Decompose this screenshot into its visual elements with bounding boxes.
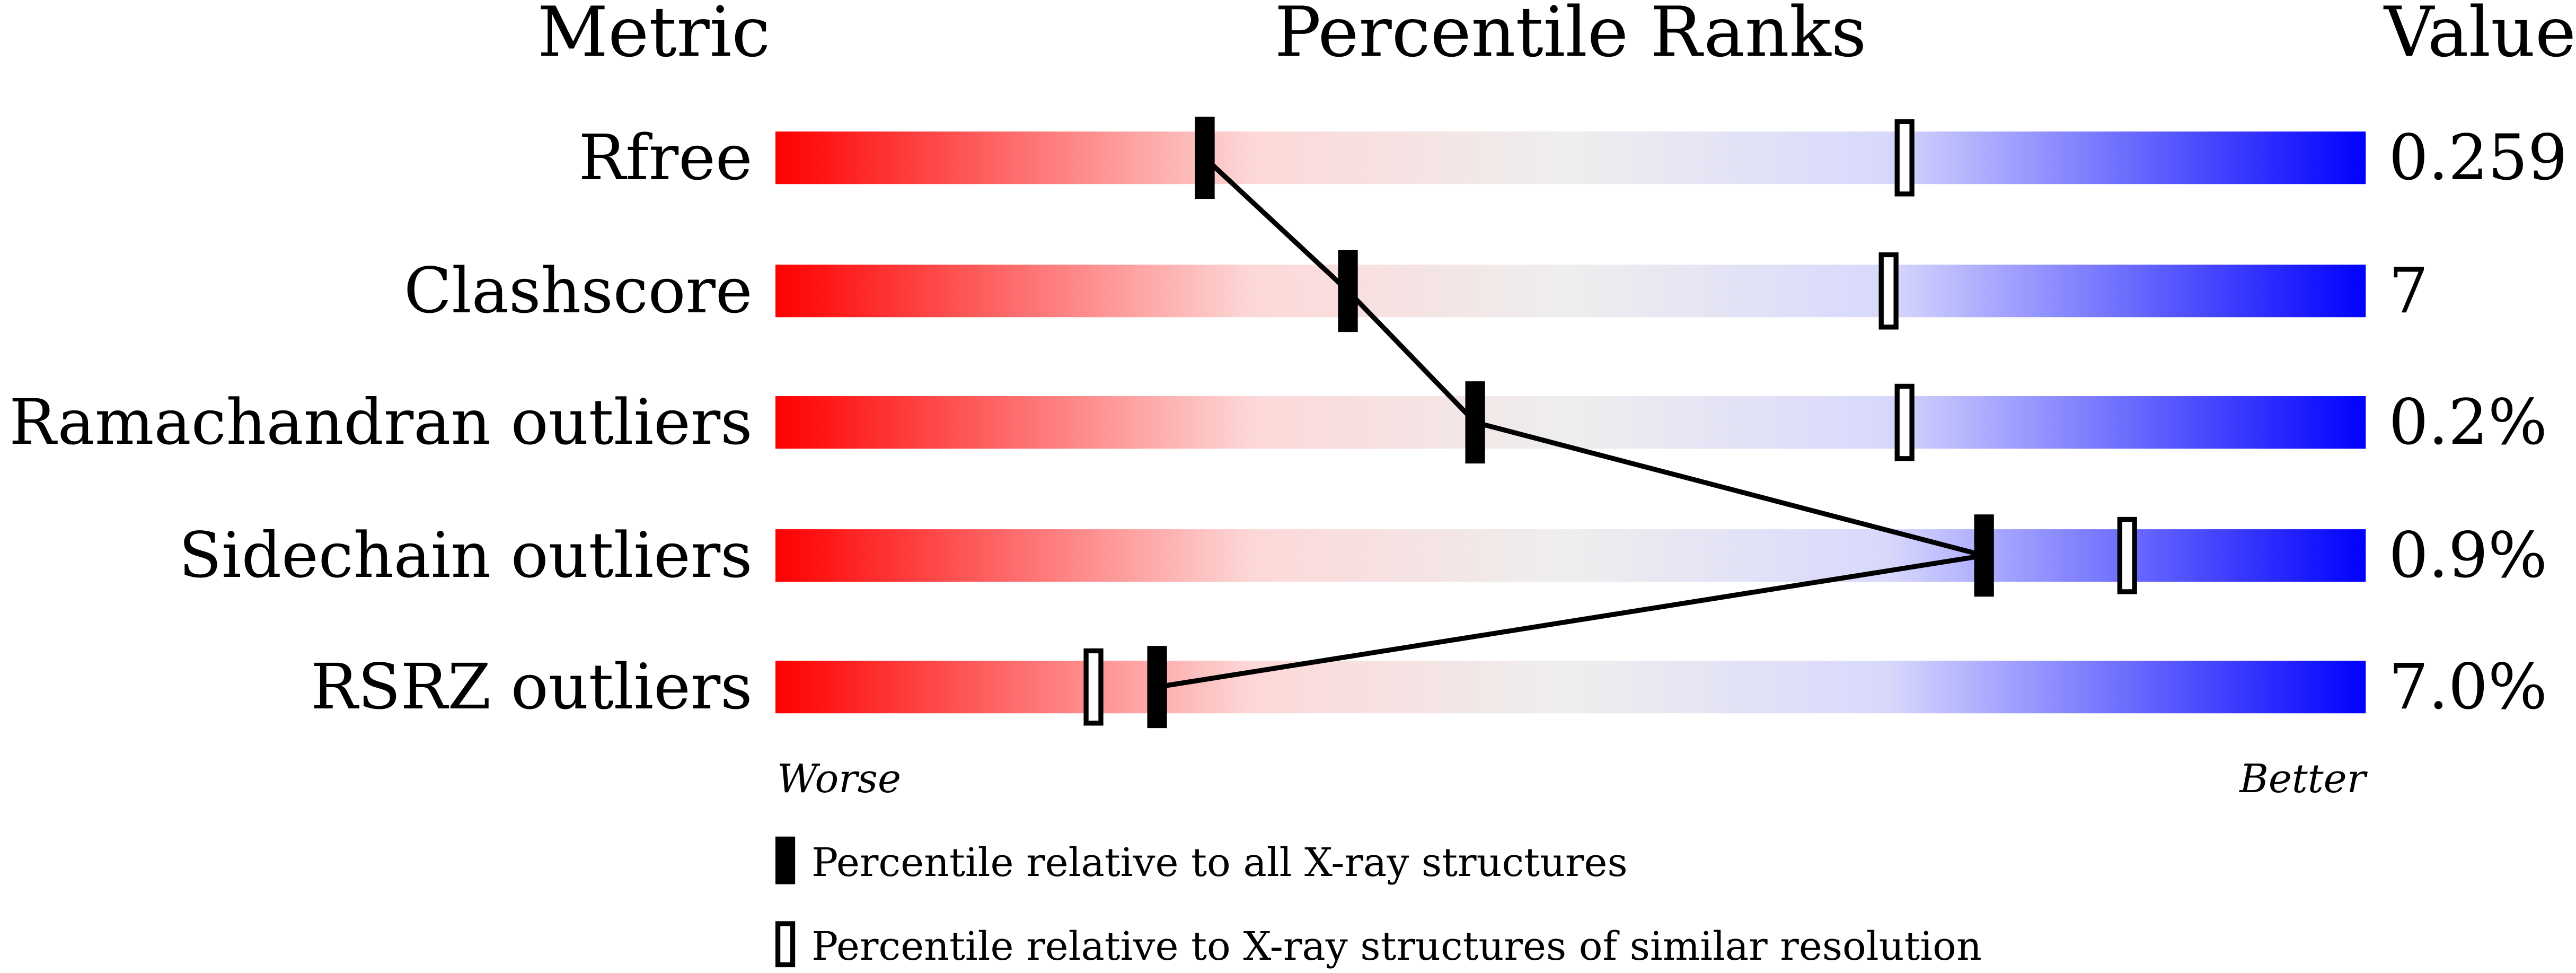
metric-row: Clashscore 7 [404,255,2429,327]
percentile-bar [775,661,2366,714]
percentile-bar [775,529,2366,582]
metric-label: Sidechain outliers [179,519,752,592]
similar-resolution-marker [1083,648,1104,726]
similar-resolution-marker [1894,383,1915,461]
header-percentile-ranks: Percentile Ranks [1275,0,1867,72]
header-metric: Metric [537,0,770,72]
metric-row: Rfree 0.259 [579,121,2568,194]
metric-value: 7 [2389,255,2429,327]
metric-label: Rfree [579,121,753,194]
header-value: Value [2383,0,2576,72]
metric-value: 0.2% [2389,386,2547,459]
metric-value: 0.259 [2389,121,2568,194]
axis-worse-label: Worse [777,756,901,802]
all-structures-marker [1147,646,1167,729]
legend-filled-marker-icon [775,836,796,884]
similar-resolution-marker [1894,119,1915,197]
similar-resolution-marker [2117,516,2137,594]
metric-row: Sidechain outliers 0.9% [179,519,2547,592]
percentile-bar [775,132,2366,185]
percentile-bar [775,396,2366,449]
all-structures-marker [1974,514,1994,597]
axis-better-label: Better [2238,756,2368,802]
all-structures-marker [1195,117,1215,199]
legend-similar-label: Percentile relative to X-ray structures … [811,923,1982,969]
metric-label: Clashscore [404,255,753,327]
metric-value: 0.9% [2389,519,2547,592]
percentile-bar [775,265,2366,318]
legend-hollow-marker-icon [775,921,796,968]
metric-row: RSRZ outliers 7.0% [311,651,2547,723]
metric-label: Ramachandran outliers [9,386,752,459]
legend-all-label: Percentile relative to all X-ray structu… [811,839,1628,886]
similar-resolution-marker [1878,252,1899,330]
all-structures-marker [1465,381,1485,464]
metric-label: RSRZ outliers [311,651,752,723]
all-structures-marker [1338,250,1358,332]
metric-value: 7.0% [2389,651,2547,723]
metric-row: Ramachandran outliers 0.2% [9,386,2547,459]
